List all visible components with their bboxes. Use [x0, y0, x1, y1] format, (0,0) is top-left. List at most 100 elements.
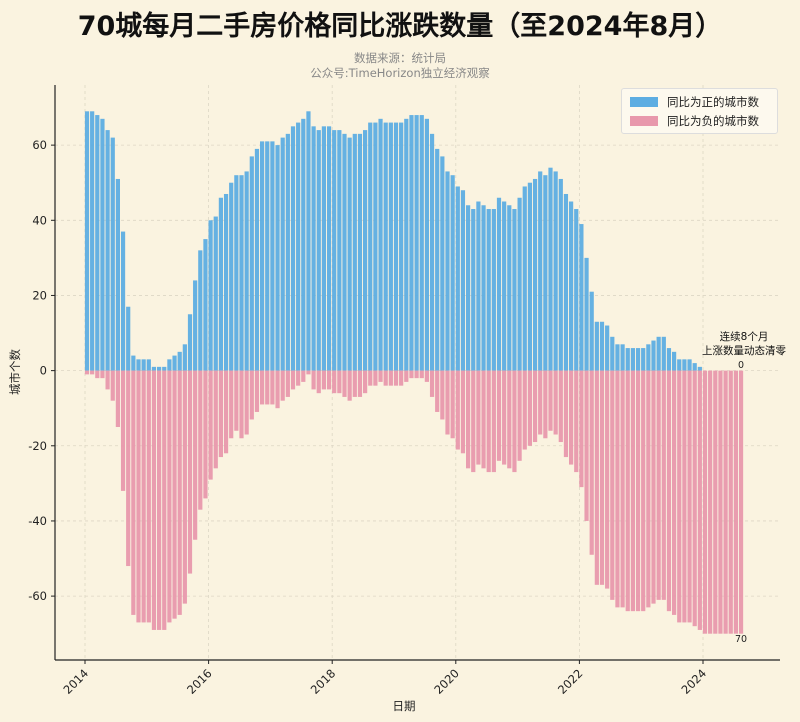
bar-negative [363, 370, 368, 394]
bar-positive [409, 115, 414, 371]
y-tick-label: 60 [32, 138, 47, 152]
bar-positive [95, 115, 100, 371]
bar-negative [172, 370, 177, 619]
bar-negative [445, 370, 450, 435]
bar-positive [229, 182, 234, 371]
y-tick-label: -40 [28, 514, 47, 528]
bar-positive [193, 280, 198, 371]
bar-negative [223, 370, 229, 454]
bar-negative [100, 370, 105, 379]
bar-negative [95, 370, 100, 379]
bar-negative [574, 370, 579, 473]
bar-negative [641, 370, 646, 612]
bar-positive [445, 171, 450, 371]
bar-negative [682, 370, 687, 623]
bar-positive [203, 239, 208, 371]
bar-negative [718, 370, 723, 634]
bar-positive [239, 175, 244, 371]
bar-positive [594, 321, 599, 371]
bar-negative [543, 370, 548, 439]
legend-swatch-negative [630, 116, 658, 126]
bar-negative [687, 370, 692, 623]
bar-positive [656, 336, 661, 371]
bar-positive [419, 115, 424, 371]
bar-negative [316, 370, 321, 394]
bar-negative [239, 370, 244, 439]
bar-negative [105, 370, 110, 390]
subtitle-account: 公众号:TimeHorizon独立经济观察 [310, 66, 490, 80]
bar-negative [532, 370, 538, 443]
bar-positive [605, 325, 610, 371]
y-tick-label: 40 [32, 213, 47, 227]
bar-positive [244, 171, 249, 371]
bar-positive [491, 209, 496, 371]
bar-negative [187, 370, 193, 574]
bar-negative [733, 370, 738, 634]
bar-positive [131, 355, 136, 371]
bar-positive [167, 359, 172, 371]
x-tick-label: 2020 [431, 666, 462, 697]
bar-positive [538, 171, 543, 371]
y-axis-label: 城市个数 [8, 349, 22, 395]
last-positive-label: 0 [738, 360, 744, 371]
bar-negative [162, 370, 167, 630]
bar-positive [388, 122, 393, 371]
bar-negative [599, 370, 605, 585]
bar-positive [347, 137, 352, 371]
bar-positive [280, 137, 285, 371]
chart-title: 70城每月二手房价格同比涨跌数量（至2024年8月） [77, 11, 723, 42]
bar-negative [337, 370, 342, 394]
bar-negative [738, 370, 744, 634]
bar-positive [625, 348, 630, 371]
bar-positive [476, 201, 481, 371]
bar-negative [368, 370, 373, 386]
annotation-line-1: 连续8个月 [720, 330, 769, 343]
bar-negative [352, 370, 357, 397]
bar-positive [90, 111, 95, 371]
bar-positive [414, 115, 419, 371]
bar-negative [193, 370, 198, 540]
bar-negative [692, 370, 697, 627]
bar-positive [373, 122, 378, 371]
bar-positive [687, 359, 692, 371]
bar-negative [522, 370, 527, 450]
bar-positive [177, 351, 182, 371]
bar-negative [167, 370, 172, 623]
bar-positive [512, 209, 517, 371]
bar-negative [373, 370, 378, 386]
bar-negative [569, 370, 574, 465]
bar-positive [275, 145, 280, 371]
bar-negative [177, 370, 182, 615]
bar-positive [342, 133, 347, 371]
bar-positive [218, 197, 223, 371]
bar-negative [476, 370, 481, 465]
bar-positive [502, 201, 507, 371]
x-tick-label: 2022 [555, 666, 586, 697]
bar-positive [84, 111, 90, 371]
bar-negative [666, 370, 672, 612]
bar-negative [723, 370, 728, 634]
subtitle-source: 数据来源：统计局 [354, 51, 446, 65]
bar-negative [651, 370, 656, 604]
bar-positive [270, 141, 275, 371]
bar-positive [496, 197, 502, 371]
bar-positive [610, 336, 615, 371]
bar-positive [672, 351, 677, 371]
bar-positive [110, 137, 115, 371]
bar-positive [589, 291, 594, 371]
bar-positive [172, 355, 177, 371]
y-tick-label: 0 [40, 364, 47, 378]
bar-negative [517, 370, 522, 461]
bar-negative [620, 370, 625, 608]
bar-positive [615, 344, 620, 371]
bar-negative [229, 370, 234, 439]
bar-negative [115, 370, 120, 427]
bar-negative [697, 370, 702, 630]
bar-negative [512, 370, 517, 473]
bar-positive [548, 167, 553, 371]
bar-positive [620, 344, 625, 371]
bar-negative [393, 370, 399, 386]
bar-negative [625, 370, 630, 612]
x-tick-label: 2018 [308, 666, 339, 697]
bar-negative [285, 370, 290, 397]
